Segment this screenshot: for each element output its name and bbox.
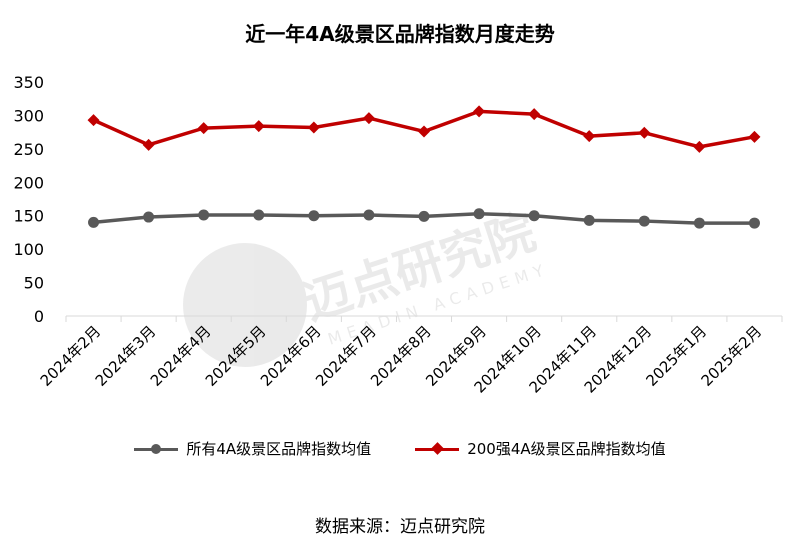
data-point-all <box>253 209 265 221</box>
legend-swatch-circle-icon <box>134 442 179 456</box>
data-point-all <box>143 211 155 223</box>
legend-label-all: 所有4A级景区品牌指数均值 <box>186 440 372 458</box>
data-point-all <box>693 217 705 229</box>
legend-item-top200: 200强4A级景区品牌指数均值 <box>415 438 666 459</box>
data-point-all <box>473 208 485 220</box>
data-point-top200 <box>473 105 486 118</box>
data-point-all <box>528 210 540 222</box>
data-point-all <box>198 209 210 221</box>
y-tick-label: 150 <box>13 207 44 226</box>
data-point-all <box>308 210 320 222</box>
data-point-top200 <box>87 114 100 127</box>
y-tick-label: 200 <box>13 173 44 192</box>
x-tick-label: 2025年2月 <box>698 322 766 390</box>
legend-label-top200: 200强4A级景区品牌指数均值 <box>467 440 666 458</box>
data-point-all <box>583 214 595 226</box>
data-point-all <box>638 215 650 227</box>
data-point-top200 <box>362 112 375 125</box>
data-point-top200 <box>418 125 430 138</box>
legend: 所有4A级景区品牌指数均值 200强4A级景区品牌指数均值 <box>0 438 800 459</box>
data-point-top200 <box>528 108 541 121</box>
y-tick-label: 50 <box>24 274 44 293</box>
data-point-top200 <box>197 122 210 135</box>
watermark-logo-circle <box>183 243 307 367</box>
data-point-top200 <box>693 140 706 153</box>
y-tick-label: 0 <box>34 307 44 326</box>
legend-swatch-diamond-icon <box>415 441 460 456</box>
data-source: 数据来源：迈点研究院 <box>315 517 485 537</box>
data-point-top200 <box>748 130 761 143</box>
y-tick-label: 350 <box>13 73 44 92</box>
y-tick-label: 300 <box>13 106 44 125</box>
data-point-top200 <box>583 130 596 143</box>
data-point-all <box>363 209 375 221</box>
y-tick-label: 100 <box>13 240 44 259</box>
data-point-top200 <box>142 138 155 151</box>
data-point-top200 <box>638 126 651 139</box>
y-tick-label: 250 <box>13 140 44 159</box>
data-point-top200 <box>252 120 265 133</box>
legend-item-all: 所有4A级景区品牌指数均值 <box>134 438 371 459</box>
data-point-all <box>418 210 430 222</box>
chart-title: 近一年4A级景区品牌指数月度走势 <box>245 22 555 46</box>
data-point-all <box>748 217 760 229</box>
data-point-top200 <box>307 121 320 134</box>
data-point-all <box>88 216 100 228</box>
